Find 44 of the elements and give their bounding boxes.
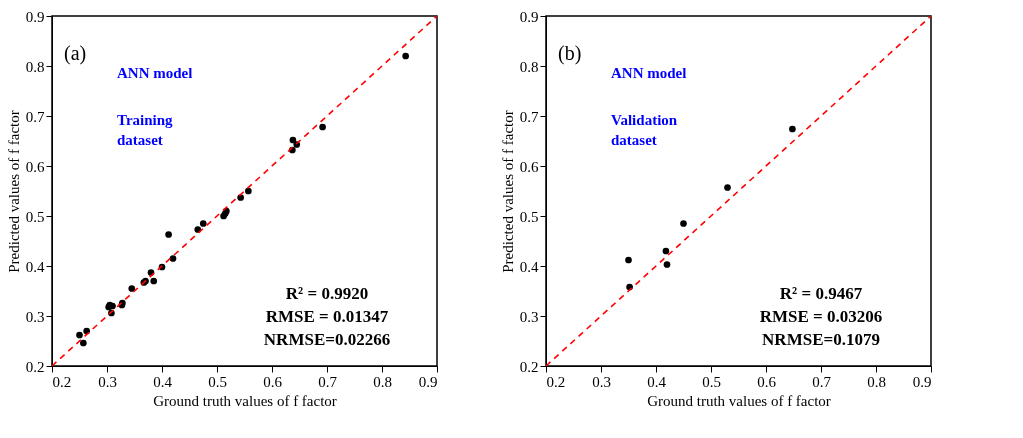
x-tick-label: 0.4 bbox=[647, 373, 667, 390]
x-axis-title: Ground truth values of f factor bbox=[647, 392, 831, 409]
y-tick-label: 0.6 bbox=[25, 158, 45, 175]
annotation: ANN model bbox=[611, 65, 687, 81]
x-tick-label: 0.3 bbox=[98, 373, 117, 390]
x-tick-label: 0.8 bbox=[373, 373, 392, 390]
x-tick-label: 0.5 bbox=[208, 373, 227, 390]
x-tick-label: 0.7 bbox=[318, 373, 338, 390]
x-tick-label: 0.3 bbox=[592, 373, 611, 390]
y-tick-label: 0.6 bbox=[519, 158, 539, 175]
y-tick-label: 0.2 bbox=[25, 358, 45, 375]
annotation: (b) bbox=[558, 42, 582, 65]
y-tick-label: 0.9 bbox=[519, 8, 539, 25]
y-tick-label: 0.5 bbox=[25, 208, 45, 225]
x-tick-label: 0.7 bbox=[812, 373, 832, 390]
y-axis-title: Predicted values of f factor bbox=[499, 110, 516, 273]
annotation: Training dataset bbox=[117, 112, 174, 149]
y-tick-label: 0.8 bbox=[25, 58, 45, 75]
x-tick-label: 0.6 bbox=[263, 373, 283, 390]
y-tick-label: 0.3 bbox=[519, 308, 539, 325]
x-tick-label: 0.8 bbox=[867, 373, 886, 390]
annotation: R² = 0.9467 RMSE = 0.03206 NRMSE=0.1079 bbox=[759, 284, 883, 349]
annotation: (a) bbox=[64, 42, 87, 65]
y-tick-label: 0.7 bbox=[25, 108, 45, 125]
x-tick-label: 0.9 bbox=[912, 373, 932, 390]
y-tick-label: 0.4 bbox=[25, 258, 45, 275]
y-tick-label: 0.9 bbox=[25, 8, 45, 25]
x-tick-label: 0.2 bbox=[546, 373, 566, 390]
x-tick-label: 0.4 bbox=[153, 373, 173, 390]
y-tick-label: 0.5 bbox=[519, 208, 539, 225]
annotation: R² = 0.9920 RMSE = 0.01347 NRMSE=0.02266 bbox=[263, 284, 391, 349]
annotation: ANN model bbox=[117, 65, 193, 81]
x-tick-label: 0.2 bbox=[52, 373, 72, 390]
x-tick-label: 0.6 bbox=[757, 373, 777, 390]
y-axis-title: Predicted values of f factor bbox=[5, 110, 22, 273]
y-tick-label: 0.7 bbox=[519, 108, 539, 125]
y-tick-label: 0.3 bbox=[25, 308, 45, 325]
x-tick-label: 0.5 bbox=[702, 373, 721, 390]
y-tick-label: 0.4 bbox=[519, 258, 539, 275]
y-tick-label: 0.2 bbox=[519, 358, 539, 375]
x-tick-label: 0.9 bbox=[418, 373, 438, 390]
y-tick-label: 0.8 bbox=[519, 58, 539, 75]
x-axis-title: Ground truth values of f factor bbox=[153, 392, 337, 409]
annotation: Validation dataset bbox=[611, 112, 678, 149]
